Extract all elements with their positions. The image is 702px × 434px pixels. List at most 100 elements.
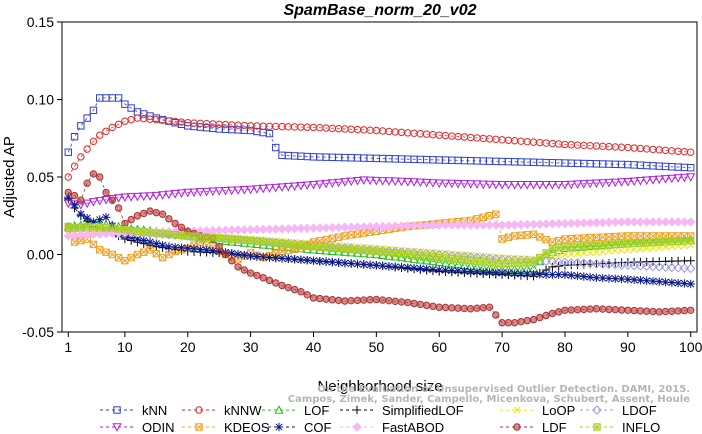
data-point bbox=[271, 224, 281, 234]
data-point bbox=[108, 123, 116, 132]
data-point bbox=[183, 244, 192, 253]
data-point bbox=[196, 233, 205, 241]
y-axis-label: Adjusted AP bbox=[1, 136, 18, 218]
data-point bbox=[258, 184, 268, 194]
data-point bbox=[618, 246, 626, 254]
data-point bbox=[391, 297, 399, 306]
data-point bbox=[70, 200, 79, 210]
data-point bbox=[372, 247, 381, 256]
data-point bbox=[372, 261, 381, 270]
data-point bbox=[460, 304, 469, 313]
data-point bbox=[365, 176, 375, 186]
legend: kNN kNNW LOF SimplifiedLOF LoOP LDOF ODIN KDEOS… bbox=[100, 403, 660, 434]
data-point bbox=[448, 255, 456, 263]
data-point bbox=[573, 271, 582, 281]
data-point bbox=[428, 220, 438, 230]
data-point bbox=[114, 94, 123, 102]
data-point bbox=[145, 192, 155, 201]
data-point bbox=[441, 266, 450, 275]
data-point bbox=[554, 236, 563, 245]
data-point bbox=[686, 279, 695, 289]
data-point bbox=[598, 305, 607, 313]
data-point bbox=[152, 239, 161, 248]
data-point bbox=[102, 127, 110, 135]
data-point bbox=[385, 296, 393, 305]
data-point bbox=[259, 274, 267, 282]
data-point bbox=[466, 180, 476, 189]
data-point bbox=[428, 256, 438, 266]
data-point bbox=[321, 223, 331, 233]
data-point bbox=[642, 176, 652, 186]
legend-label: SimplifiedLOF bbox=[382, 403, 464, 418]
data-point bbox=[542, 249, 550, 257]
data-point bbox=[560, 181, 570, 190]
data-point bbox=[96, 223, 104, 232]
data-point bbox=[272, 279, 280, 287]
data-point bbox=[127, 253, 135, 262]
data-point bbox=[522, 181, 532, 190]
data-point bbox=[170, 243, 180, 252]
data-point bbox=[70, 191, 79, 200]
x-tick-label: 70 bbox=[494, 339, 510, 355]
data-point bbox=[258, 252, 268, 262]
data-point bbox=[404, 298, 412, 307]
data-point bbox=[152, 250, 161, 258]
data-point bbox=[429, 253, 437, 261]
data-point bbox=[126, 193, 136, 202]
data-point bbox=[541, 270, 551, 279]
data-point bbox=[77, 122, 85, 130]
data-point bbox=[572, 180, 583, 189]
legend-item-lof: LOF bbox=[262, 403, 329, 418]
data-point bbox=[498, 319, 506, 327]
data-point bbox=[629, 275, 639, 284]
data-point bbox=[687, 164, 695, 172]
data-point bbox=[535, 219, 545, 229]
data-point bbox=[403, 221, 413, 231]
data-point bbox=[64, 192, 73, 202]
data-point bbox=[648, 176, 658, 185]
data-point bbox=[636, 239, 645, 247]
data-point bbox=[108, 250, 116, 259]
data-point bbox=[660, 175, 671, 184]
data-point bbox=[566, 218, 576, 229]
data-point bbox=[341, 232, 349, 240]
data-point bbox=[617, 306, 626, 314]
data-point bbox=[680, 237, 689, 245]
data-point bbox=[146, 207, 154, 215]
data-point bbox=[190, 232, 198, 241]
data-point bbox=[371, 176, 381, 186]
legend-item-odin: ODIN bbox=[100, 420, 175, 434]
data-point bbox=[529, 270, 538, 279]
data-point bbox=[195, 188, 205, 197]
data-point bbox=[171, 219, 179, 228]
data-point bbox=[498, 235, 506, 243]
data-point bbox=[497, 220, 507, 230]
data-point bbox=[158, 241, 167, 250]
data-point bbox=[89, 170, 98, 178]
data-point bbox=[341, 297, 349, 305]
legend-item-knn: kNN bbox=[100, 403, 167, 418]
data-point bbox=[498, 260, 506, 268]
data-point bbox=[623, 260, 633, 271]
data-point bbox=[341, 245, 349, 253]
data-point bbox=[649, 238, 657, 247]
data-point bbox=[466, 257, 475, 265]
data-point bbox=[504, 319, 513, 327]
data-point bbox=[473, 304, 481, 312]
data-point bbox=[517, 231, 525, 240]
data-point bbox=[126, 233, 136, 242]
data-point bbox=[278, 281, 286, 290]
data-point bbox=[290, 255, 299, 264]
data-point bbox=[271, 253, 280, 263]
data-point bbox=[586, 305, 594, 313]
data-point bbox=[64, 173, 72, 181]
data-point bbox=[447, 266, 457, 275]
data-point bbox=[328, 234, 337, 243]
data-point bbox=[610, 217, 620, 227]
legend-marker bbox=[352, 405, 362, 415]
data-point bbox=[573, 250, 582, 258]
legend-item-knnw: kNNW bbox=[182, 403, 262, 418]
data-point bbox=[648, 217, 658, 227]
data-point bbox=[284, 254, 293, 264]
